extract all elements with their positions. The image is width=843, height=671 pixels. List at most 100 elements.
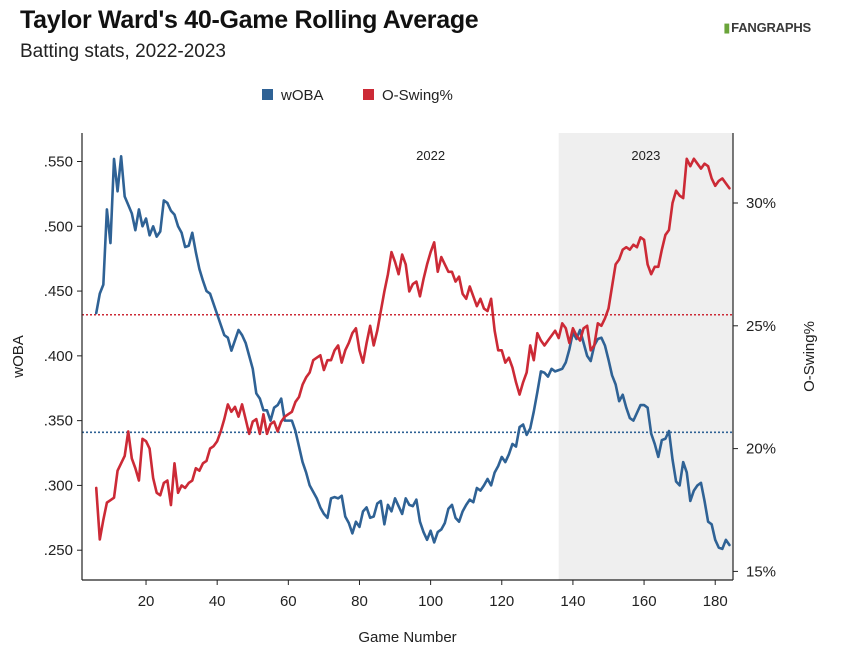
data-point-woba [554, 370, 556, 372]
data-point-woba [319, 506, 321, 509]
data-point-woba [700, 482, 702, 484]
data-point-woba [159, 230, 161, 233]
data-point-woba [148, 234, 151, 236]
data-point-woba [561, 368, 563, 370]
data-point-woba [494, 471, 496, 474]
data-point-woba [693, 490, 695, 492]
data-point-woba [298, 445, 300, 448]
data-point-oswing [543, 344, 546, 347]
data-point-woba [262, 409, 265, 411]
data-point-oswing [625, 246, 627, 248]
legend-swatch-woba [262, 89, 273, 100]
data-point-woba [711, 523, 713, 525]
data-point-woba [568, 348, 570, 350]
data-point-oswing [309, 371, 311, 374]
data-point-woba [266, 409, 268, 411]
region-2023-background: 2022 2023 [416, 133, 733, 580]
data-point-oswing [472, 295, 474, 297]
data-point-woba [252, 368, 254, 370]
data-point-oswing [116, 470, 119, 472]
data-point-woba [245, 342, 247, 344]
data-point-oswing [469, 285, 471, 288]
data-point-woba [454, 517, 457, 519]
data-point-oswing [703, 163, 706, 165]
data-point-oswing [380, 310, 382, 312]
y-tick-label-left: .350 [44, 413, 73, 430]
data-point-oswing [333, 349, 336, 351]
data-point-woba [479, 490, 482, 492]
data-point-woba [184, 246, 186, 248]
data-point-woba [173, 214, 176, 216]
data-point-woba [462, 510, 464, 512]
data-point-oswing [590, 349, 592, 351]
data-point-oswing [408, 290, 410, 293]
data-point-oswing [476, 305, 478, 307]
data-point-oswing [508, 357, 510, 359]
series-points-woba [95, 155, 731, 550]
data-point-oswing [561, 322, 563, 324]
data-point-oswing [711, 177, 713, 180]
data-point-woba [394, 497, 396, 499]
x-tick-label: 60 [280, 593, 297, 610]
fangraphs-logo: ▮FANGRAPHS [723, 20, 811, 36]
data-point-oswing [177, 492, 179, 494]
data-point-oswing [422, 278, 425, 280]
x-axis-title: Game Number [358, 629, 456, 646]
data-point-woba [522, 423, 524, 426]
data-point-oswing [664, 234, 667, 236]
data-point-oswing [494, 330, 496, 332]
data-point-woba [326, 517, 329, 519]
data-point-oswing [575, 335, 578, 337]
data-point-oswing [693, 158, 695, 160]
data-point-oswing [682, 197, 684, 199]
data-point-oswing [654, 266, 656, 268]
data-point-oswing [529, 344, 531, 347]
data-point-oswing [522, 381, 524, 383]
data-point-oswing [526, 371, 528, 374]
data-point-oswing [184, 487, 186, 489]
data-point-woba [629, 417, 631, 419]
data-point-woba [102, 283, 104, 286]
data-point-oswing [262, 413, 265, 415]
data-point-woba [661, 439, 663, 441]
y-tick-label-right: 25% [746, 318, 776, 335]
data-point-woba [579, 329, 581, 331]
data-point-woba [440, 528, 442, 531]
data-point-woba [679, 484, 681, 487]
data-point-oswing [483, 308, 485, 310]
data-point-oswing [565, 327, 567, 329]
data-point-woba [533, 410, 535, 413]
data-point-woba [718, 547, 720, 549]
data-point-woba [643, 404, 645, 406]
data-point-oswing [579, 339, 581, 342]
data-point-woba [205, 290, 208, 292]
data-point-woba [490, 484, 492, 487]
data-point-woba [647, 407, 649, 409]
data-point-oswing [145, 440, 147, 442]
data-point-woba [465, 504, 467, 506]
data-point-woba [237, 329, 240, 331]
data-point-oswing [323, 369, 325, 371]
data-point-woba [99, 293, 101, 295]
data-point-woba [277, 404, 279, 406]
data-point-oswing [504, 362, 506, 364]
data-point-oswing [355, 327, 357, 329]
data-point-woba [323, 513, 325, 515]
data-point-oswing [462, 293, 464, 295]
data-point-oswing [245, 418, 247, 420]
data-point-oswing [284, 416, 286, 418]
data-point-oswing [241, 403, 243, 405]
data-point-woba [721, 548, 723, 550]
data-point-oswing [611, 285, 613, 288]
data-point-woba [543, 372, 546, 374]
data-point-oswing [447, 271, 450, 273]
series-lines [94, 155, 731, 551]
data-point-woba [476, 487, 478, 489]
data-point-oswing [451, 271, 453, 273]
data-point-woba [415, 499, 417, 501]
data-point-oswing [152, 477, 154, 479]
data-point-woba [657, 456, 659, 458]
data-point-woba [447, 508, 450, 510]
data-point-woba [469, 499, 471, 501]
